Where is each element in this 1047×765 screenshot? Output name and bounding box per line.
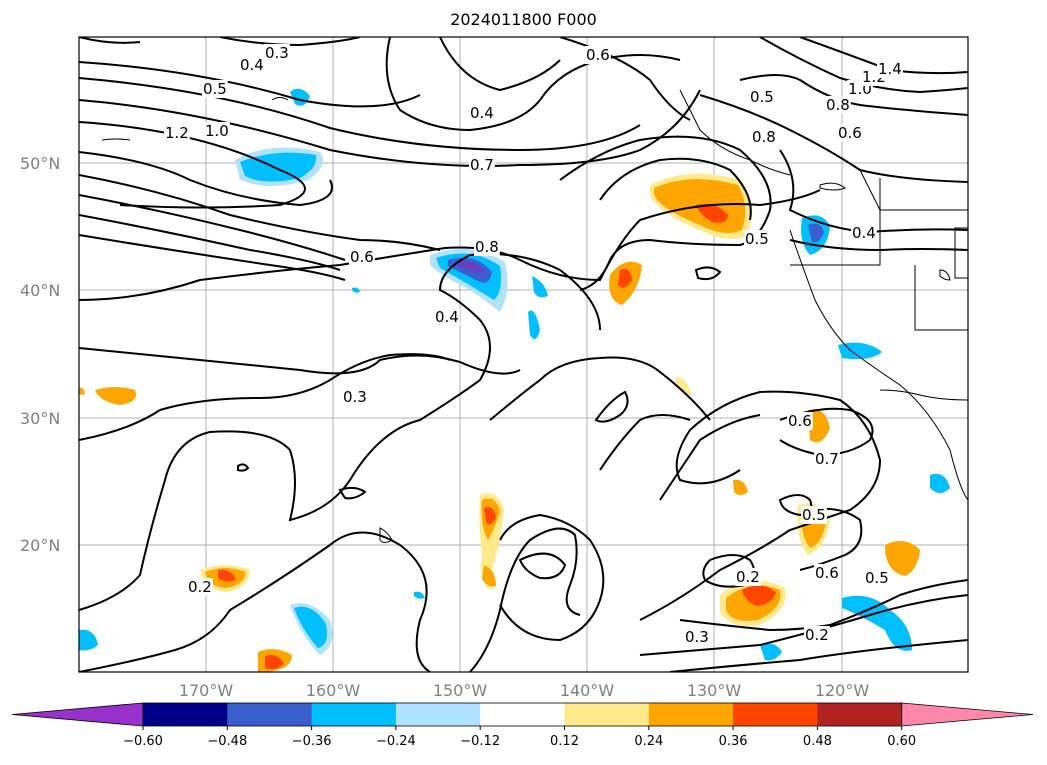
contour-label-bg bbox=[864, 569, 890, 587]
colorbar-tick-label: 0.24 bbox=[634, 734, 663, 749]
contour-label-bg bbox=[187, 578, 213, 596]
contour-label-bg bbox=[164, 124, 190, 142]
contour-label: 0.5 bbox=[802, 506, 826, 524]
lon-label: 140°W bbox=[560, 681, 615, 700]
contour-label-bg bbox=[825, 96, 851, 114]
contour-label: 1.4 bbox=[878, 60, 902, 78]
contour-label-bg bbox=[751, 128, 777, 146]
contour-label-group: 0.3 0.4 0.5 1.2 1.0 0.4 0.7 0.6 0.8 0.4 … bbox=[164, 44, 903, 646]
colorbar-extend-high bbox=[901, 702, 1034, 727]
contour-label: 1.2 bbox=[165, 124, 189, 142]
colorbar-outline bbox=[142, 702, 903, 727]
contour-label: 0.3 bbox=[685, 628, 709, 646]
coastlines bbox=[101, 89, 968, 543]
colorbar-tick-label: −0.36 bbox=[292, 734, 332, 749]
colorbar-tick-label: −0.24 bbox=[376, 734, 416, 749]
colorbar-tick-label: 0.60 bbox=[887, 734, 916, 749]
contour-label: 0.7 bbox=[470, 156, 494, 174]
lat-label: 20°N bbox=[20, 536, 60, 555]
colorbar-segment bbox=[480, 703, 565, 726]
lat-label: 30°N bbox=[20, 409, 60, 428]
map-title: 2024011800 F000 bbox=[450, 10, 597, 29]
lon-label: 150°W bbox=[433, 681, 488, 700]
filled-anomalies bbox=[79, 88, 950, 672]
contour-label-bg bbox=[204, 122, 230, 140]
contour-label-bg bbox=[877, 60, 903, 78]
contour-label: 0.2 bbox=[805, 626, 829, 644]
contour-label: 0.5 bbox=[865, 569, 889, 587]
contour-label-bg bbox=[585, 46, 611, 64]
contour-label: 1.0 bbox=[205, 122, 229, 140]
contour-label: 0.4 bbox=[852, 224, 876, 242]
colorbar-segment bbox=[227, 703, 313, 726]
colorbar-tick-label: −0.60 bbox=[123, 734, 163, 749]
contour-label-bg bbox=[239, 56, 265, 74]
colorbar-segment bbox=[143, 703, 228, 726]
contour-label-bg bbox=[434, 308, 460, 326]
contour-label-bg bbox=[814, 450, 840, 468]
contour-label-bg bbox=[684, 628, 710, 646]
contour-label-bg bbox=[342, 388, 368, 406]
contour-label-bg bbox=[851, 224, 877, 242]
colorbar-tick-label: 0.48 bbox=[803, 734, 832, 749]
contour-label: 0.4 bbox=[435, 308, 459, 326]
contour-label-bg bbox=[474, 238, 500, 256]
map-frame bbox=[78, 36, 969, 673]
contour-label-bg bbox=[801, 506, 827, 524]
colorbar-segment bbox=[564, 703, 650, 726]
colorbar-tick-label: 0.36 bbox=[719, 734, 748, 749]
contour-label: 0.3 bbox=[343, 388, 367, 406]
contour-label-bg bbox=[837, 124, 863, 142]
lon-label: 120°W bbox=[815, 681, 870, 700]
colorbar-segment bbox=[311, 703, 397, 726]
colorbar-tick-label: 0.12 bbox=[550, 734, 579, 749]
contour-label: 0.6 bbox=[815, 564, 839, 582]
contour-label: 0.6 bbox=[586, 46, 610, 64]
contour-label: 0.6 bbox=[350, 248, 374, 266]
lon-label: 170°W bbox=[179, 681, 234, 700]
contour-label-bg bbox=[264, 44, 290, 62]
latitude-labels: 50°N 40°N 30°N 20°N bbox=[20, 154, 60, 555]
colorbar: −0.60 −0.48 −0.36 −0.24 −0.12 0.12 0.24 0.36 0.4… bbox=[11, 702, 1034, 749]
contour-label: 0.8 bbox=[826, 96, 850, 114]
colorbar-tick-label: −0.12 bbox=[460, 734, 500, 749]
contour-label-bg bbox=[744, 230, 770, 248]
lon-label: 160°W bbox=[306, 681, 361, 700]
colorbar-segment bbox=[817, 703, 903, 726]
contour-label: 0.8 bbox=[475, 238, 499, 256]
colorbar-segment bbox=[648, 703, 734, 726]
colorbar-tick-label: −0.48 bbox=[207, 734, 247, 749]
lat-label: 40°N bbox=[20, 281, 60, 300]
contour-label: 0.5 bbox=[203, 80, 227, 98]
contour-label: 0.3 bbox=[265, 44, 289, 62]
contour-label: 0.2 bbox=[736, 568, 760, 586]
colorbar-segment bbox=[733, 703, 818, 726]
contour-label: 0.6 bbox=[788, 412, 812, 430]
lon-label: 130°W bbox=[687, 681, 742, 700]
contour-label-bg bbox=[787, 412, 813, 430]
contour-label-bg bbox=[735, 568, 761, 586]
contour-label-bg bbox=[469, 156, 495, 174]
contour-label: 0.2 bbox=[188, 578, 212, 596]
contour-lines bbox=[79, 37, 968, 672]
lat-label: 50°N bbox=[20, 154, 60, 173]
contour-label-bg bbox=[469, 104, 495, 122]
contour-label: 0.8 bbox=[752, 128, 776, 146]
contour-label: 0.7 bbox=[815, 450, 839, 468]
contour-label: 0.5 bbox=[745, 230, 769, 248]
longitude-labels: 170°W 160°W 150°W 140°W 130°W 120°W bbox=[179, 681, 870, 700]
colorbar-extend-low bbox=[11, 702, 144, 727]
contour-label-bg bbox=[814, 564, 840, 582]
contour-label: 0.6 bbox=[838, 124, 862, 142]
contour-label: 0.5 bbox=[750, 88, 774, 106]
contour-label: 0.4 bbox=[470, 104, 494, 122]
contour-label-bg bbox=[349, 248, 375, 266]
colorbar-segment bbox=[395, 703, 481, 726]
contour-label-bg bbox=[749, 88, 775, 106]
contour-label: 0.4 bbox=[240, 56, 264, 74]
contour-label-bg bbox=[202, 80, 228, 98]
contour-label-bg bbox=[804, 626, 830, 644]
